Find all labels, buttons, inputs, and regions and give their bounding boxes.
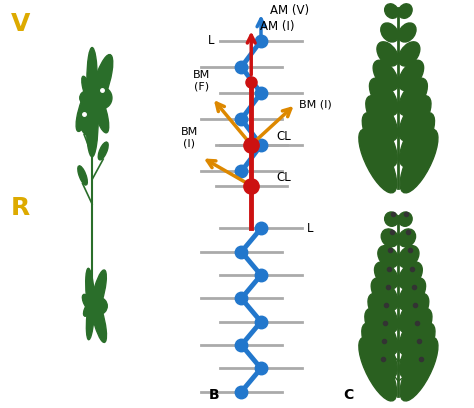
Ellipse shape bbox=[399, 96, 431, 141]
Text: CL: CL bbox=[276, 171, 291, 184]
Text: L: L bbox=[208, 34, 215, 47]
Ellipse shape bbox=[399, 212, 412, 226]
Ellipse shape bbox=[365, 308, 398, 355]
Ellipse shape bbox=[399, 278, 426, 310]
Ellipse shape bbox=[377, 42, 398, 66]
Ellipse shape bbox=[82, 76, 93, 105]
Text: V: V bbox=[11, 12, 30, 36]
Ellipse shape bbox=[86, 81, 98, 157]
Ellipse shape bbox=[399, 246, 419, 268]
Ellipse shape bbox=[399, 78, 428, 115]
Ellipse shape bbox=[80, 91, 93, 105]
Text: AM (V): AM (V) bbox=[270, 4, 309, 17]
Text: C: C bbox=[343, 388, 354, 402]
Ellipse shape bbox=[373, 60, 398, 91]
Ellipse shape bbox=[91, 86, 109, 133]
Ellipse shape bbox=[368, 293, 398, 333]
Text: BM
(I): BM (I) bbox=[181, 127, 198, 149]
Ellipse shape bbox=[369, 78, 398, 115]
Text: CL: CL bbox=[276, 130, 291, 143]
Ellipse shape bbox=[366, 96, 398, 141]
Text: BM
(F): BM (F) bbox=[193, 70, 210, 92]
Ellipse shape bbox=[86, 268, 95, 317]
Ellipse shape bbox=[374, 262, 398, 289]
Ellipse shape bbox=[381, 229, 398, 247]
Ellipse shape bbox=[400, 337, 438, 401]
Ellipse shape bbox=[399, 262, 422, 289]
Ellipse shape bbox=[399, 308, 432, 355]
Ellipse shape bbox=[91, 298, 107, 314]
Ellipse shape bbox=[76, 87, 93, 131]
Ellipse shape bbox=[98, 142, 108, 160]
Ellipse shape bbox=[91, 270, 106, 317]
Ellipse shape bbox=[399, 60, 424, 91]
Ellipse shape bbox=[362, 323, 397, 378]
Ellipse shape bbox=[91, 87, 112, 109]
Ellipse shape bbox=[97, 92, 106, 112]
Ellipse shape bbox=[91, 55, 113, 112]
Ellipse shape bbox=[399, 293, 429, 333]
Ellipse shape bbox=[362, 113, 397, 166]
Ellipse shape bbox=[399, 229, 416, 247]
Ellipse shape bbox=[385, 212, 398, 226]
Ellipse shape bbox=[359, 337, 397, 401]
Ellipse shape bbox=[378, 246, 398, 268]
Ellipse shape bbox=[78, 166, 87, 185]
Ellipse shape bbox=[87, 48, 97, 113]
Text: BM (I): BM (I) bbox=[299, 99, 332, 109]
Text: R: R bbox=[11, 196, 30, 220]
Ellipse shape bbox=[400, 129, 438, 193]
Ellipse shape bbox=[79, 118, 89, 135]
Ellipse shape bbox=[400, 113, 435, 166]
Ellipse shape bbox=[359, 129, 397, 193]
Ellipse shape bbox=[400, 323, 435, 378]
Ellipse shape bbox=[385, 4, 398, 18]
Ellipse shape bbox=[82, 295, 92, 311]
Text: L: L bbox=[307, 222, 314, 235]
Ellipse shape bbox=[86, 296, 94, 340]
Text: AM (I): AM (I) bbox=[260, 20, 295, 33]
Ellipse shape bbox=[83, 302, 92, 316]
Ellipse shape bbox=[399, 42, 420, 66]
Ellipse shape bbox=[399, 23, 416, 42]
Text: A: A bbox=[8, 386, 18, 400]
Ellipse shape bbox=[91, 295, 107, 342]
Ellipse shape bbox=[381, 23, 398, 42]
Ellipse shape bbox=[399, 4, 412, 18]
Text: B: B bbox=[209, 388, 219, 402]
Ellipse shape bbox=[371, 278, 398, 310]
